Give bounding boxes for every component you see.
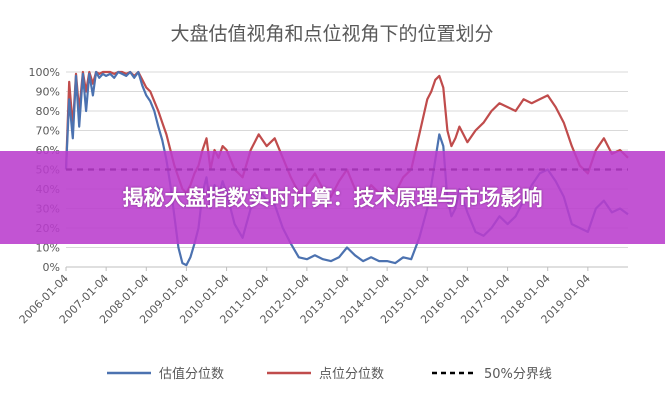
y-tick-label: 90% (36, 86, 60, 99)
chart-title: 大盘估值视角和点位视角下的位置划分 (170, 23, 493, 45)
legend: 估值分位数 点位分位数 50%分界线 (107, 366, 552, 382)
point-series-line (64, 70, 629, 198)
legend-threshold-label: 50%分界线 (484, 367, 552, 382)
y-tick-label: 100% (29, 66, 60, 79)
y-tick-label: 70% (36, 125, 60, 138)
y-tick-label: 80% (36, 105, 60, 118)
legend-valuation-label: 估值分位数 (159, 366, 224, 382)
legend-point-label: 点位分位数 (319, 367, 384, 382)
headline-banner: 揭秘大盘指数实时计算：技术原理与市场影响 (0, 151, 665, 244)
y-tick-label: 0% (43, 261, 60, 274)
y-tick-label: 10% (36, 242, 60, 255)
banner-headline: 揭秘大盘指数实时计算：技术原理与市场影响 (122, 185, 543, 210)
x-axis-ticks: 2006-01-042007-01-042008-01-042009-01-04… (17, 267, 593, 326)
